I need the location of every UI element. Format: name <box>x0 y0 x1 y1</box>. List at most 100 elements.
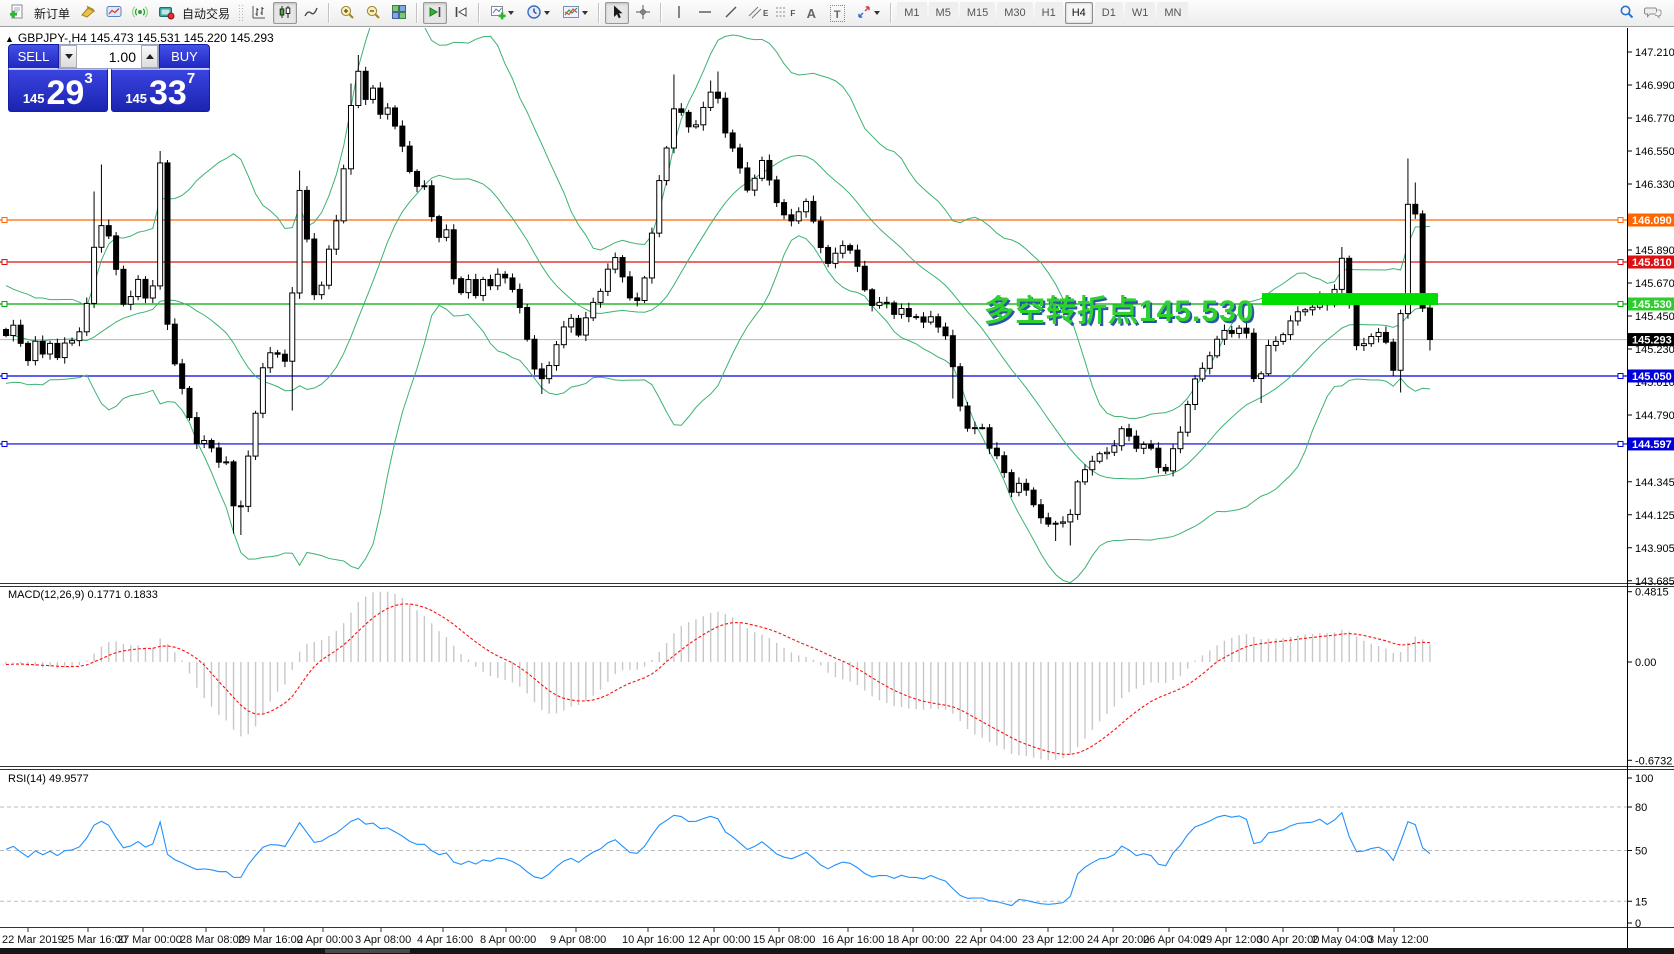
dropdown-caret-icon <box>544 11 551 15</box>
sell-price-figure: 145 <box>22 91 45 106</box>
auto-scroll-button[interactable] <box>423 2 448 24</box>
fibonacci-tool-button[interactable]: F <box>772 2 797 24</box>
volume-spinner <box>59 44 159 69</box>
zoom-out-button[interactable] <box>361 2 385 24</box>
chart-window-button[interactable] <box>102 2 126 24</box>
candlestick-chart-type-button[interactable] <box>273 2 298 24</box>
svg-text:145.230: 145.230 <box>1635 344 1674 356</box>
svg-text:3 May 12:00: 3 May 12:00 <box>1368 934 1429 946</box>
search-button[interactable] <box>1615 2 1639 24</box>
chat-button[interactable] <box>1641 2 1665 24</box>
auto-scroll-icon <box>427 4 443 23</box>
dropdown-caret-icon <box>874 11 881 15</box>
autotrade-button[interactable] <box>154 2 178 24</box>
templates-button[interactable] <box>557 2 593 24</box>
timeframe-button-W1[interactable]: W1 <box>1124 2 1156 24</box>
toolbar-separator <box>890 3 893 23</box>
macd-signal-line <box>5 603 1430 755</box>
svg-text:145.530: 145.530 <box>1632 299 1672 311</box>
toolbar-drag-handle[interactable] <box>238 4 244 22</box>
svg-text:146.330: 146.330 <box>1635 179 1674 191</box>
svg-text:2 Apr 00:00: 2 Apr 00:00 <box>297 934 353 946</box>
svg-text:144.345: 144.345 <box>1635 477 1674 489</box>
price-level-lines[interactable] <box>0 217 1627 447</box>
svg-text:146.990: 146.990 <box>1635 80 1674 92</box>
crosshair-tool-button[interactable] <box>631 2 655 24</box>
timeframe-button-M5[interactable]: M5 <box>928 2 958 24</box>
chart-shift-button[interactable] <box>449 2 473 24</box>
buy-button[interactable]: BUY <box>159 44 210 69</box>
svg-text:145.293: 145.293 <box>1632 335 1672 347</box>
pivot-highlight-bar[interactable] <box>1262 293 1438 306</box>
chat-icon <box>1644 4 1662 23</box>
text-tool-button[interactable]: A <box>799 2 823 24</box>
rsi-panel <box>0 806 1627 907</box>
channel-tool-button[interactable]: E <box>745 2 770 24</box>
sell-button[interactable]: SELL <box>8 44 59 69</box>
fibo-f-glyph: F <box>790 8 796 18</box>
bar-chart-type-button[interactable] <box>247 2 271 24</box>
buy-price-box[interactable]: 145 33 7 <box>110 69 210 112</box>
line-chart-type-button[interactable] <box>299 2 323 24</box>
svg-text:18 Apr 00:00: 18 Apr 00:00 <box>887 934 949 946</box>
sell-price-point: 3 <box>84 70 93 87</box>
collapse-arrow-icon[interactable]: ▲ <box>5 34 14 44</box>
svg-text:16 Apr 16:00: 16 Apr 16:00 <box>822 934 884 946</box>
svg-text:29 Mar 16:00: 29 Mar 16:00 <box>238 934 303 946</box>
svg-text:146.090: 146.090 <box>1632 215 1672 227</box>
vertical-line-tool-button[interactable] <box>667 2 691 24</box>
horizontal-line-icon <box>697 4 713 23</box>
volume-increase-button[interactable] <box>141 45 158 68</box>
buy-price-figure: 145 <box>125 91 148 106</box>
periods-button[interactable] <box>521 2 555 24</box>
trendline-icon <box>723 4 739 23</box>
timeframe-button-M1[interactable]: M1 <box>897 2 927 24</box>
timeframe-toolbar: M1 M5 M15 M30 H1 H4 D1 W1 MN <box>896 2 1189 24</box>
svg-text:24 Apr 20:00: 24 Apr 20:00 <box>1087 934 1149 946</box>
cursor-tool-button[interactable] <box>605 2 630 24</box>
equidistant-channel-icon <box>747 4 763 23</box>
tile-windows-button[interactable] <box>387 2 411 24</box>
text-label-tool-button[interactable]: T <box>825 2 849 24</box>
timeframe-button-H4[interactable]: H4 <box>1064 2 1093 24</box>
indicators-button[interactable] <box>485 2 519 24</box>
svg-text:147.210: 147.210 <box>1635 47 1674 59</box>
trendline-tool-button[interactable] <box>719 2 743 24</box>
line-chart-icon <box>303 4 319 23</box>
svg-text:15: 15 <box>1635 896 1647 908</box>
svg-text:23 Apr 12:00: 23 Apr 12:00 <box>1022 934 1084 946</box>
gold-symbol-button[interactable] <box>76 2 100 24</box>
symbol-header: ▲ GBPJPY-,H4 145.473 145.531 145.220 145.… <box>5 31 274 45</box>
bottom-scrollbar-thumb[interactable] <box>325 949 410 953</box>
volume-decrease-button[interactable] <box>60 45 77 68</box>
signal-icon <box>132 4 148 23</box>
tile-windows-icon <box>391 4 407 23</box>
zoom-in-button[interactable] <box>335 2 359 24</box>
svg-text:22 Apr 04:00: 22 Apr 04:00 <box>955 934 1017 946</box>
svg-text:26 Apr 04:00: 26 Apr 04:00 <box>1143 934 1205 946</box>
toolbar-separator <box>660 3 663 23</box>
arrows-tool-button[interactable] <box>851 2 885 24</box>
volume-input[interactable] <box>77 45 141 68</box>
gold-bar-icon <box>80 4 96 23</box>
svg-text:9 Apr 08:00: 9 Apr 08:00 <box>550 934 606 946</box>
template-icon <box>562 4 580 23</box>
candlesticks <box>3 55 1433 546</box>
timeframe-button-M15[interactable]: M15 <box>959 2 996 24</box>
new-order-label: 新订单 <box>34 6 71 21</box>
svg-text:0.4815: 0.4815 <box>1635 587 1669 599</box>
timeframe-button-MN[interactable]: MN <box>1157 2 1189 24</box>
ohlc-bars-icon <box>251 4 267 23</box>
timeframe-button-D1[interactable]: D1 <box>1094 2 1123 24</box>
timeframe-button-H1[interactable]: H1 <box>1034 2 1063 24</box>
trade-panel-top-row: SELL BUY <box>8 44 210 69</box>
timeframe-button-M30[interactable]: M30 <box>997 2 1033 24</box>
sell-price-box[interactable]: 145 29 3 <box>8 69 108 112</box>
horizontal-line-tool-button[interactable] <box>693 2 717 24</box>
price-axis[interactable]: 147.210 146.990 146.770 146.550 146.330 145.8… <box>1627 47 1674 930</box>
new-order-button[interactable] <box>4 2 30 24</box>
signal-button[interactable] <box>128 2 152 24</box>
svg-text:4 Apr 16:00: 4 Apr 16:00 <box>417 934 473 946</box>
